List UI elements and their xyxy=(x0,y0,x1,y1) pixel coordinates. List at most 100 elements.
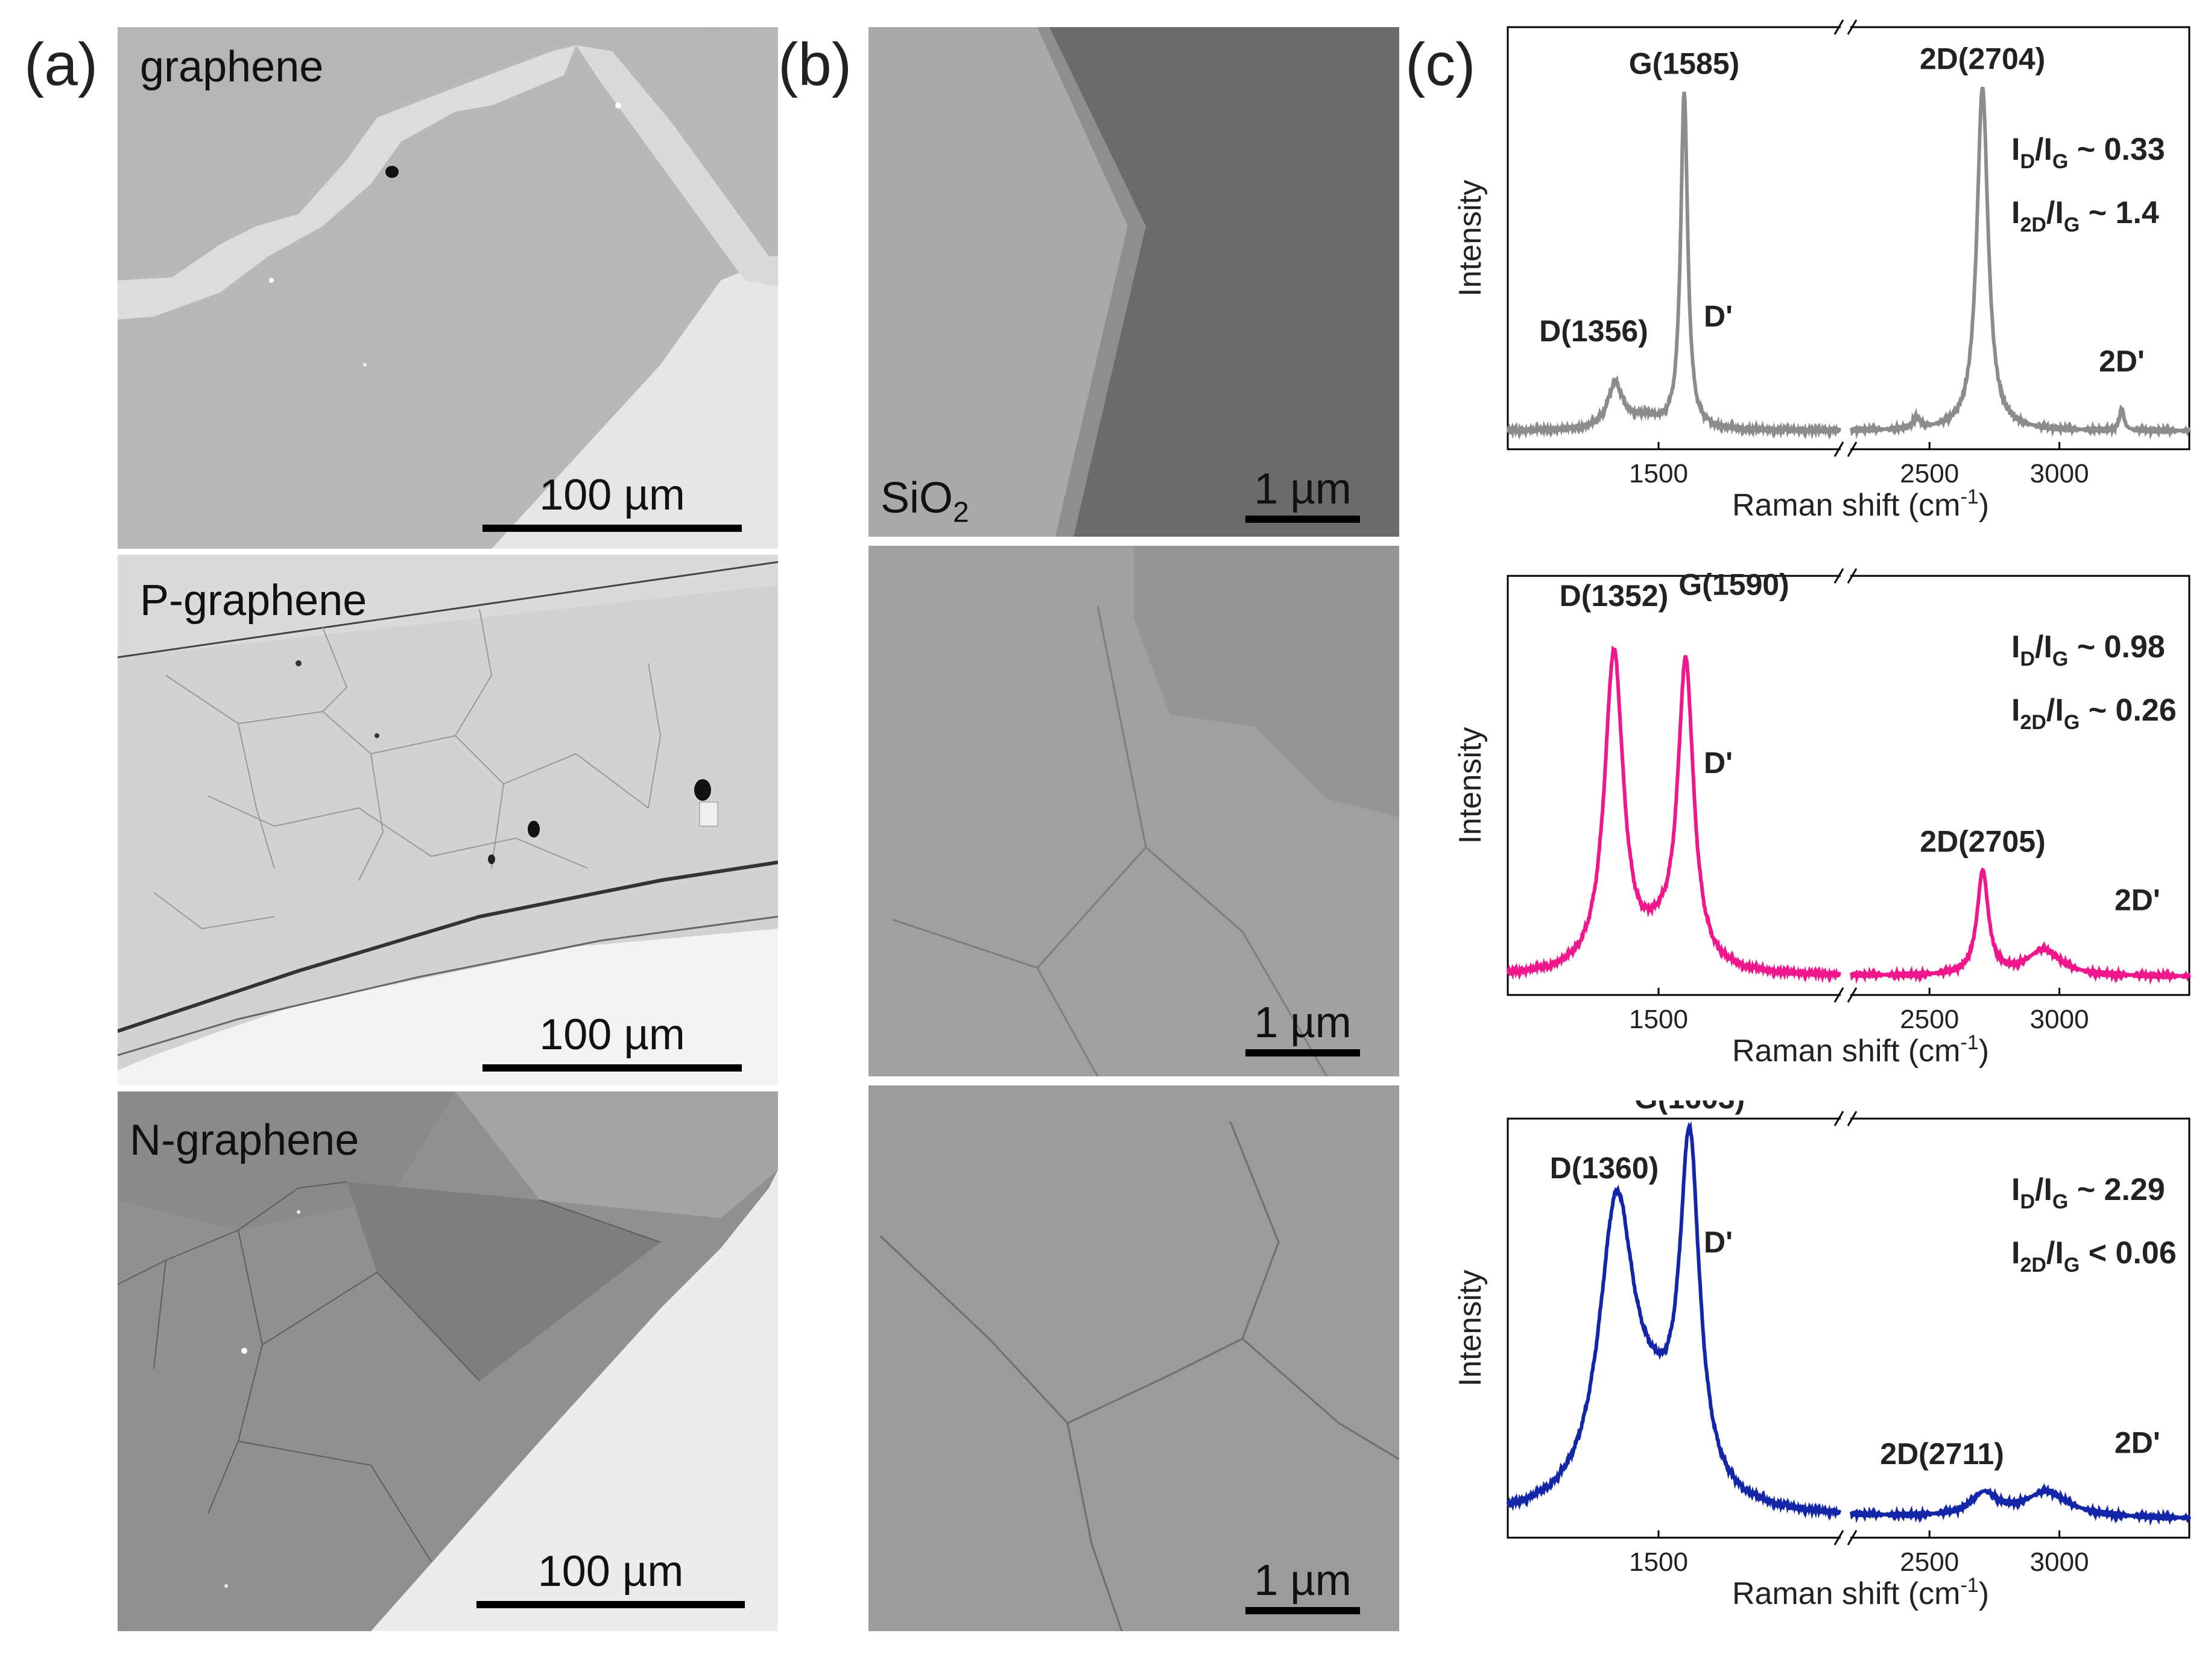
scale-bar-a1 xyxy=(482,525,742,532)
axis-break-mark xyxy=(1833,441,1844,457)
peak-label: D' xyxy=(1704,299,1733,333)
axis-break-mark xyxy=(1847,441,1858,457)
y-axis-label: Intensity xyxy=(1453,180,1488,297)
raman-chart-graphene: 1500 2500 3000 Raman shift (cm-1) Intensity D… xyxy=(1453,19,2191,523)
peak-label: D(1356) xyxy=(1539,314,1648,348)
sem-image-n-graphene xyxy=(118,1091,778,1631)
ratio-den-sub: G xyxy=(2052,150,2068,173)
ratio-den-sub: G xyxy=(2064,213,2080,236)
axis-break-mask xyxy=(1841,1533,1850,1543)
axis-break-mark-top xyxy=(1833,568,1844,584)
x-axis-label-close: ) xyxy=(1979,488,1989,523)
ratio-num-sub: 2D xyxy=(2020,1254,2046,1277)
axis-break-mark xyxy=(1833,1530,1844,1546)
peak-label: G(1603) xyxy=(1634,1101,1745,1115)
spectrum-left-segment xyxy=(1506,645,1841,984)
peak-label: 2D' xyxy=(2099,344,2145,378)
ratio-den-sub: G xyxy=(2064,711,2080,734)
ratio-slash-i: /I xyxy=(2046,1236,2064,1271)
sem-image-b1 xyxy=(868,27,1399,537)
spectrum-left-segment xyxy=(1506,1121,1841,1521)
x-tick-label: 1500 xyxy=(1629,459,1688,488)
ratio-i: I xyxy=(2011,693,2020,728)
peak-label: 2D' xyxy=(2115,1426,2160,1459)
sio2-subscript: 2 xyxy=(953,496,969,529)
sio2-text: SiO xyxy=(881,474,954,522)
peak-label: D(1360) xyxy=(1550,1151,1659,1185)
ratio-annotation: ID/IG ~ 2.29 xyxy=(2011,1172,2165,1213)
x-axis-label-sup: -1 xyxy=(1960,485,1978,508)
ratio-value: ~ 2.29 xyxy=(2068,1172,2165,1207)
sem-label-p-graphene: P-graphene xyxy=(140,576,367,625)
scale-bar-a2 xyxy=(482,1064,742,1072)
plot-frame xyxy=(1507,26,2190,450)
ratio-slash-i: /I xyxy=(2035,132,2052,167)
x-axis-label-close: ) xyxy=(1979,1034,1989,1069)
peak-label: D' xyxy=(1704,1225,1733,1259)
ratio-num-sub: D xyxy=(2020,150,2035,173)
axis-break-mark xyxy=(1847,1530,1858,1546)
ratio-annotation: I2D/IG ~ 0.26 xyxy=(2011,693,2177,734)
peak-label: G(1590) xyxy=(1678,568,1789,602)
axis-break-mark-top xyxy=(1847,568,1858,584)
x-tick-label: 3000 xyxy=(2030,459,2089,488)
axis-break-mark xyxy=(1847,987,1858,1003)
axis-break-mask-top xyxy=(1841,571,1850,581)
ratio-den-sub: G xyxy=(2052,1190,2068,1213)
x-axis-label: Raman shift (cm-1) xyxy=(1732,485,1989,523)
peak-label: G(1585) xyxy=(1629,46,1739,80)
panel-a-letter: (a) xyxy=(24,31,98,98)
x-axis-label-sup: -1 xyxy=(1960,1031,1978,1054)
scale-bar-b2 xyxy=(1245,1049,1360,1056)
ratio-num-sub: D xyxy=(2020,648,2035,671)
y-axis-label: Intensity xyxy=(1453,1270,1488,1387)
scale-bar-b1 xyxy=(1245,516,1360,523)
scale-bar-a3 xyxy=(476,1601,745,1608)
ratio-den-sub: G xyxy=(2052,648,2068,671)
axis-break-mark-top xyxy=(1833,1111,1844,1126)
sem-label-n-graphene: N-graphene xyxy=(130,1116,359,1164)
spectrum-left-segment xyxy=(1506,92,1841,440)
ratio-num-sub: D xyxy=(2020,1190,2035,1213)
x-axis-label: Raman shift (cm-1) xyxy=(1732,1574,1989,1611)
panel-b-letter: (b) xyxy=(778,31,852,98)
scale-bar-text-b3: 1 µm xyxy=(1254,1556,1352,1605)
axis-break-mask xyxy=(1841,990,1850,1000)
peak-label: 2D(2711) xyxy=(1880,1437,2004,1471)
ratio-annotation: ID/IG ~ 0.98 xyxy=(2011,630,2165,671)
ratio-num-sub: 2D xyxy=(2020,213,2046,236)
axis-break-mark xyxy=(1833,987,1844,1003)
axis-break-mask-top xyxy=(1841,1114,1850,1123)
raman-chart-p-graphene: 1500 2500 3000 Raman shift (cm-1) Intensity D… xyxy=(1453,568,2191,1069)
scale-bar-b3 xyxy=(1245,1607,1360,1614)
ratio-annotation: ID/IG ~ 0.33 xyxy=(2011,132,2165,173)
ratio-value: ~ 0.26 xyxy=(2080,693,2176,728)
ratio-i: I xyxy=(2011,630,2020,665)
sem-image-p-graphene xyxy=(118,555,778,1085)
sem-image-b3 xyxy=(868,1085,1399,1631)
ratio-i: I xyxy=(2011,1236,2020,1271)
sem-label-graphene: graphene xyxy=(140,43,324,91)
x-tick-label: 1500 xyxy=(1629,1547,1688,1577)
spectrum-right-segment xyxy=(1850,86,2191,440)
scale-bar-text-b1: 1 µm xyxy=(1254,465,1352,513)
ratio-annotation: I2D/IG < 0.06 xyxy=(2011,1236,2177,1277)
peak-label: 2D(2705) xyxy=(1920,824,2045,858)
ratio-value: ~ 0.98 xyxy=(2068,630,2165,665)
x-axis-label: Raman shift (cm-1) xyxy=(1732,1031,1989,1069)
x-tick-label: 2500 xyxy=(1900,1547,1959,1577)
axis-break-mark-top xyxy=(1847,1111,1858,1126)
y-axis-label: Intensity xyxy=(1453,727,1488,844)
sem-image-b2 xyxy=(868,546,1399,1076)
panel-c-letter: (c) xyxy=(1405,31,1476,98)
x-axis-label-close: ) xyxy=(1979,1576,1989,1611)
x-tick-label: 3000 xyxy=(2030,1547,2089,1577)
ratio-slash-i: /I xyxy=(2046,195,2064,230)
ratio-slash-i: /I xyxy=(2035,630,2052,665)
axis-break-mark-top xyxy=(1833,19,1844,35)
x-tick-label: 1500 xyxy=(1629,1005,1688,1034)
ratio-value: ~ 0.33 xyxy=(2068,132,2165,167)
ratio-value: < 0.06 xyxy=(2080,1236,2176,1271)
ratio-i: I xyxy=(2011,132,2020,167)
ratio-num-sub: 2D xyxy=(2020,711,2046,734)
